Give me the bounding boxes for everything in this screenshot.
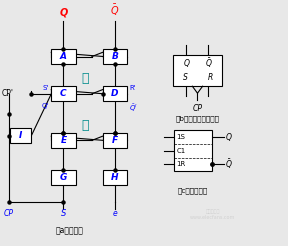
Bar — [51, 49, 75, 64]
Text: Q: Q — [59, 8, 68, 17]
Text: $\bar{Q}$: $\bar{Q}$ — [110, 2, 120, 17]
Text: 1S: 1S — [176, 134, 185, 140]
Text: $\bar{Q}$: $\bar{Q}$ — [204, 57, 212, 70]
Text: e: e — [112, 209, 117, 217]
Bar — [103, 133, 127, 148]
Text: （a）逻辑图: （a）逻辑图 — [56, 226, 84, 235]
Text: 电子发烧友
www.elecfans.com: 电子发烧友 www.elecfans.com — [190, 209, 235, 220]
Bar — [51, 170, 75, 185]
Text: 从: 从 — [82, 72, 89, 85]
Text: F: F — [112, 136, 118, 145]
Text: Q': Q' — [41, 103, 48, 109]
Text: S': S' — [42, 85, 48, 91]
Text: R': R' — [129, 85, 136, 91]
Text: C: C — [60, 89, 67, 98]
Text: 主: 主 — [82, 119, 89, 132]
Text: B: B — [111, 52, 118, 61]
Bar — [51, 133, 75, 148]
Text: Q: Q — [183, 59, 190, 68]
Text: H: H — [111, 173, 119, 182]
Text: $\bar{Q}$: $\bar{Q}$ — [225, 157, 233, 171]
Text: Q: Q — [225, 133, 231, 142]
Bar — [103, 170, 127, 185]
Bar — [51, 86, 75, 101]
Bar — [10, 128, 31, 143]
Text: S: S — [61, 209, 66, 217]
Bar — [103, 49, 127, 64]
Text: $\bar{Q}'$: $\bar{Q}'$ — [129, 103, 138, 114]
Bar — [173, 55, 222, 86]
Text: 1R: 1R — [176, 161, 185, 167]
Text: CP': CP' — [1, 89, 13, 98]
Text: A: A — [60, 52, 67, 61]
Text: D: D — [111, 89, 119, 98]
Bar — [103, 86, 127, 101]
Text: （b）常见的逻辑符号: （b）常见的逻辑符号 — [175, 115, 219, 122]
Text: C1: C1 — [176, 148, 185, 154]
Bar — [174, 130, 213, 171]
Text: R: R — [207, 73, 213, 82]
Text: E: E — [60, 136, 67, 145]
Text: S: S — [183, 73, 187, 82]
Text: G: G — [60, 173, 67, 182]
Text: I: I — [19, 131, 22, 140]
Text: CP: CP — [3, 209, 14, 217]
Text: （c）国标符号: （c）国标符号 — [178, 187, 208, 194]
Text: CP: CP — [192, 104, 202, 113]
